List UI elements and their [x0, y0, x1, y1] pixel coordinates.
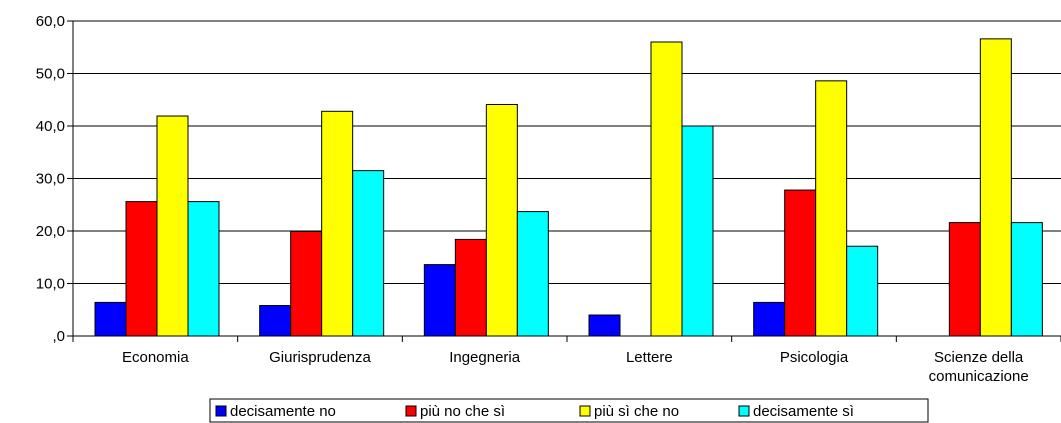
y-tick-label: ,0: [52, 328, 65, 345]
legend-swatch: [215, 405, 227, 417]
bars: [94, 38, 1043, 337]
x-tick-label: Ingegneria: [449, 349, 521, 366]
y-tick-label: 20,0: [36, 223, 65, 240]
bar-pi-s-che-no-3: [650, 41, 683, 337]
x-tick-label: Psicologia: [780, 349, 849, 366]
bar-pi-s-che-no-1: [321, 110, 354, 337]
bar-pi-s-che-no-2: [485, 103, 518, 337]
legend-label: più sì che no: [594, 403, 679, 420]
bar-pi-s-che-no-4: [815, 80, 848, 337]
y-tick-label: 60,0: [36, 13, 65, 30]
bar-pi-s-che-no-0: [156, 115, 189, 337]
bar-pi-no-che-s--2: [454, 238, 487, 337]
bar-decisamente-no-3: [588, 314, 621, 337]
x-tick-label: Scienze della comunicazione: [929, 349, 1029, 385]
bar-decisamente-s--2: [516, 211, 549, 337]
bar-pi-no-che-s--0: [125, 201, 158, 337]
bar-pi-no-che-s--4: [784, 189, 817, 337]
bar-decisamente-no-1: [259, 305, 292, 337]
legend-label: decisamente sì: [753, 403, 854, 420]
bar-decisamente-s--5: [1010, 222, 1043, 337]
bar-pi-s-che-no-5: [979, 38, 1012, 337]
gridlines: [73, 20, 1061, 284]
bar-decisamente-no-4: [753, 301, 786, 337]
legend-label: decisamente no: [230, 403, 336, 420]
y-axis: ,0 10,0 20,0 30,0 40,0 50,0 60,0: [36, 13, 74, 345]
legend-swatch: [579, 405, 591, 417]
x-tick-label: Economia: [122, 349, 189, 366]
y-tick-label: 40,0: [36, 118, 65, 135]
y-tick-label: 30,0: [36, 171, 65, 188]
bar-decisamente-no-0: [94, 301, 127, 337]
bar-decisamente-s--3: [681, 125, 714, 337]
legend-label: più no che sì: [420, 403, 505, 420]
bar-decisamente-no-2: [423, 264, 456, 337]
legend-swatch: [405, 405, 417, 417]
bar-decisamente-s--1: [352, 170, 385, 337]
legend-swatch: [738, 405, 750, 417]
x-tick-label: Giurisprudenza: [269, 349, 371, 366]
bar-pi-no-che-s--5: [948, 222, 981, 337]
bar-decisamente-s--0: [187, 201, 220, 337]
x-tick-label: Lettere: [626, 349, 673, 366]
x-axis: Economia Giurisprudenza Ingegneria Lettere P…: [72, 335, 1061, 385]
bar-decisamente-s--4: [846, 245, 879, 337]
y-tick-label: 50,0: [36, 66, 65, 83]
bar-pi-no-che-s--1: [290, 231, 323, 337]
legend: decisamente no più no che sì più sì che no…: [209, 398, 929, 423]
y-tick-label: 10,0: [36, 276, 65, 293]
